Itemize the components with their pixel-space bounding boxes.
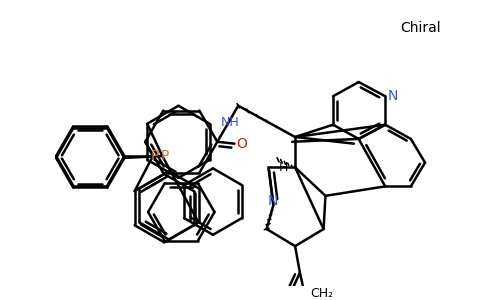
- Text: P: P: [161, 149, 169, 163]
- Text: CH₂: CH₂: [310, 287, 333, 300]
- Text: N: N: [388, 89, 398, 103]
- Text: P: P: [151, 149, 159, 163]
- Text: O: O: [237, 137, 247, 151]
- Text: NH: NH: [220, 116, 239, 129]
- Text: N: N: [268, 194, 278, 208]
- Text: H: H: [279, 161, 288, 174]
- Text: Chiral: Chiral: [400, 21, 440, 35]
